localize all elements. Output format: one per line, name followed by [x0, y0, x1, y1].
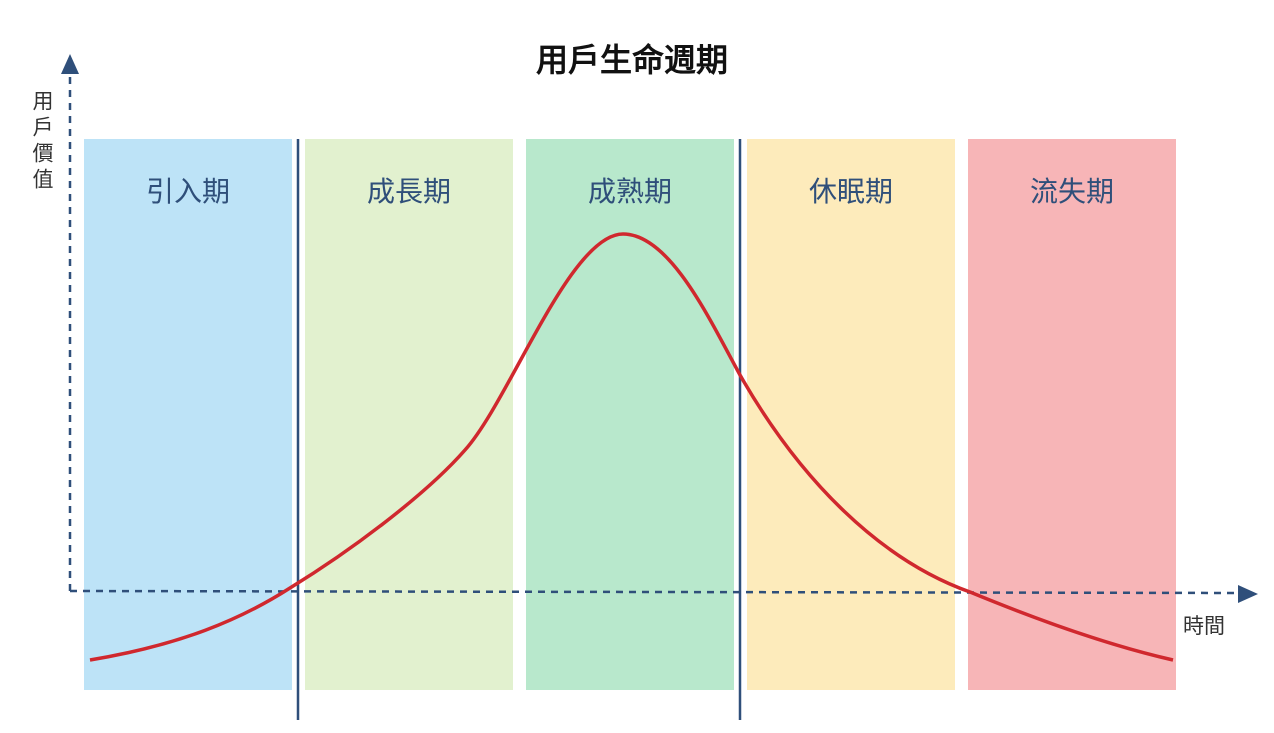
y-axis-arrow	[61, 54, 79, 74]
stage-band	[526, 139, 734, 690]
stage-label: 流失期	[1030, 175, 1114, 208]
y-axis-label: 用戶價值	[30, 90, 54, 194]
x-axis-arrow	[1238, 585, 1258, 603]
stage-label: 成熟期	[588, 175, 672, 208]
stage-band	[747, 139, 955, 690]
x-axis	[69, 589, 1241, 595]
stage-label: 引入期	[146, 175, 230, 208]
stage-band	[305, 139, 513, 690]
stage-label: 成長期	[367, 175, 451, 208]
value-curve	[89, 232, 1174, 662]
stage-band	[968, 139, 1176, 690]
stage-band	[84, 139, 292, 690]
x-axis-label: 時間	[1183, 614, 1225, 638]
stage-label: 休眠期	[809, 175, 893, 208]
title: 用戶生命週期	[536, 41, 728, 79]
